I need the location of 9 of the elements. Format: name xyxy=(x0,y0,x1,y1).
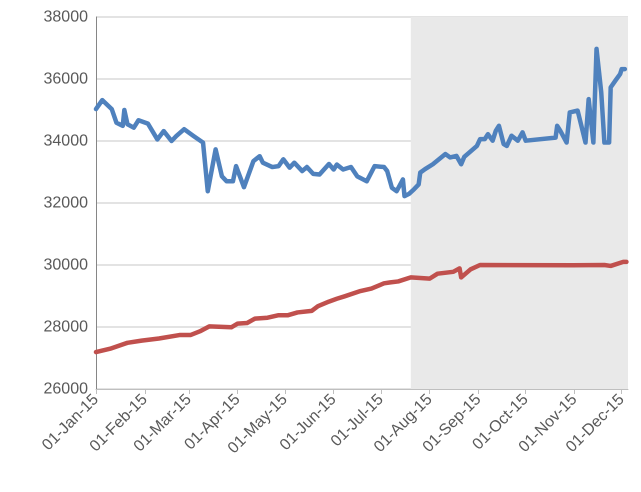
y-tick-label: 28000 xyxy=(44,318,88,336)
y-tick-label: 38000 xyxy=(44,8,88,26)
y-tick-label: 36000 xyxy=(44,70,88,88)
line-series xyxy=(94,260,629,354)
y-tick-label: 34000 xyxy=(44,132,88,150)
line-series xyxy=(94,46,628,198)
y-tick-label: 26000 xyxy=(44,380,88,398)
y-tick-label: 32000 xyxy=(44,194,88,212)
y-tick-label: 30000 xyxy=(44,256,88,274)
